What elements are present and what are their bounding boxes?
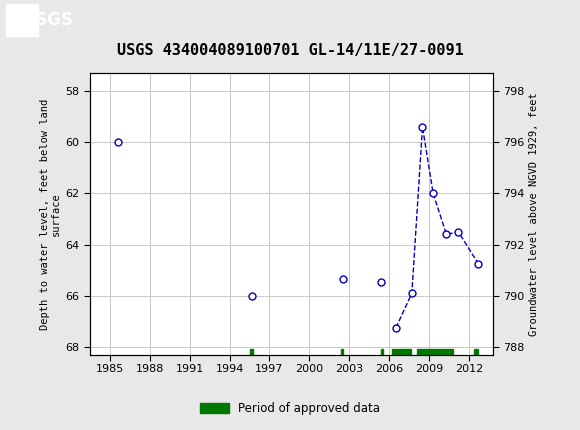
Text: █USGS: █USGS — [9, 11, 72, 29]
Bar — [392, 349, 411, 355]
Bar — [417, 349, 453, 355]
Y-axis label: Groundwater level above NGVD 1929, feet: Groundwater level above NGVD 1929, feet — [529, 92, 539, 336]
Bar — [474, 349, 478, 355]
Y-axis label: Depth to water level, feet below land
surface: Depth to water level, feet below land su… — [39, 98, 61, 329]
Bar — [250, 349, 253, 355]
Text: USGS 434004089100701 GL-14/11E/27-0091: USGS 434004089100701 GL-14/11E/27-0091 — [117, 43, 463, 58]
Legend: Period of approved data: Period of approved data — [195, 397, 385, 420]
Bar — [380, 349, 383, 355]
Bar — [340, 349, 343, 355]
Bar — [6, 4, 38, 36]
